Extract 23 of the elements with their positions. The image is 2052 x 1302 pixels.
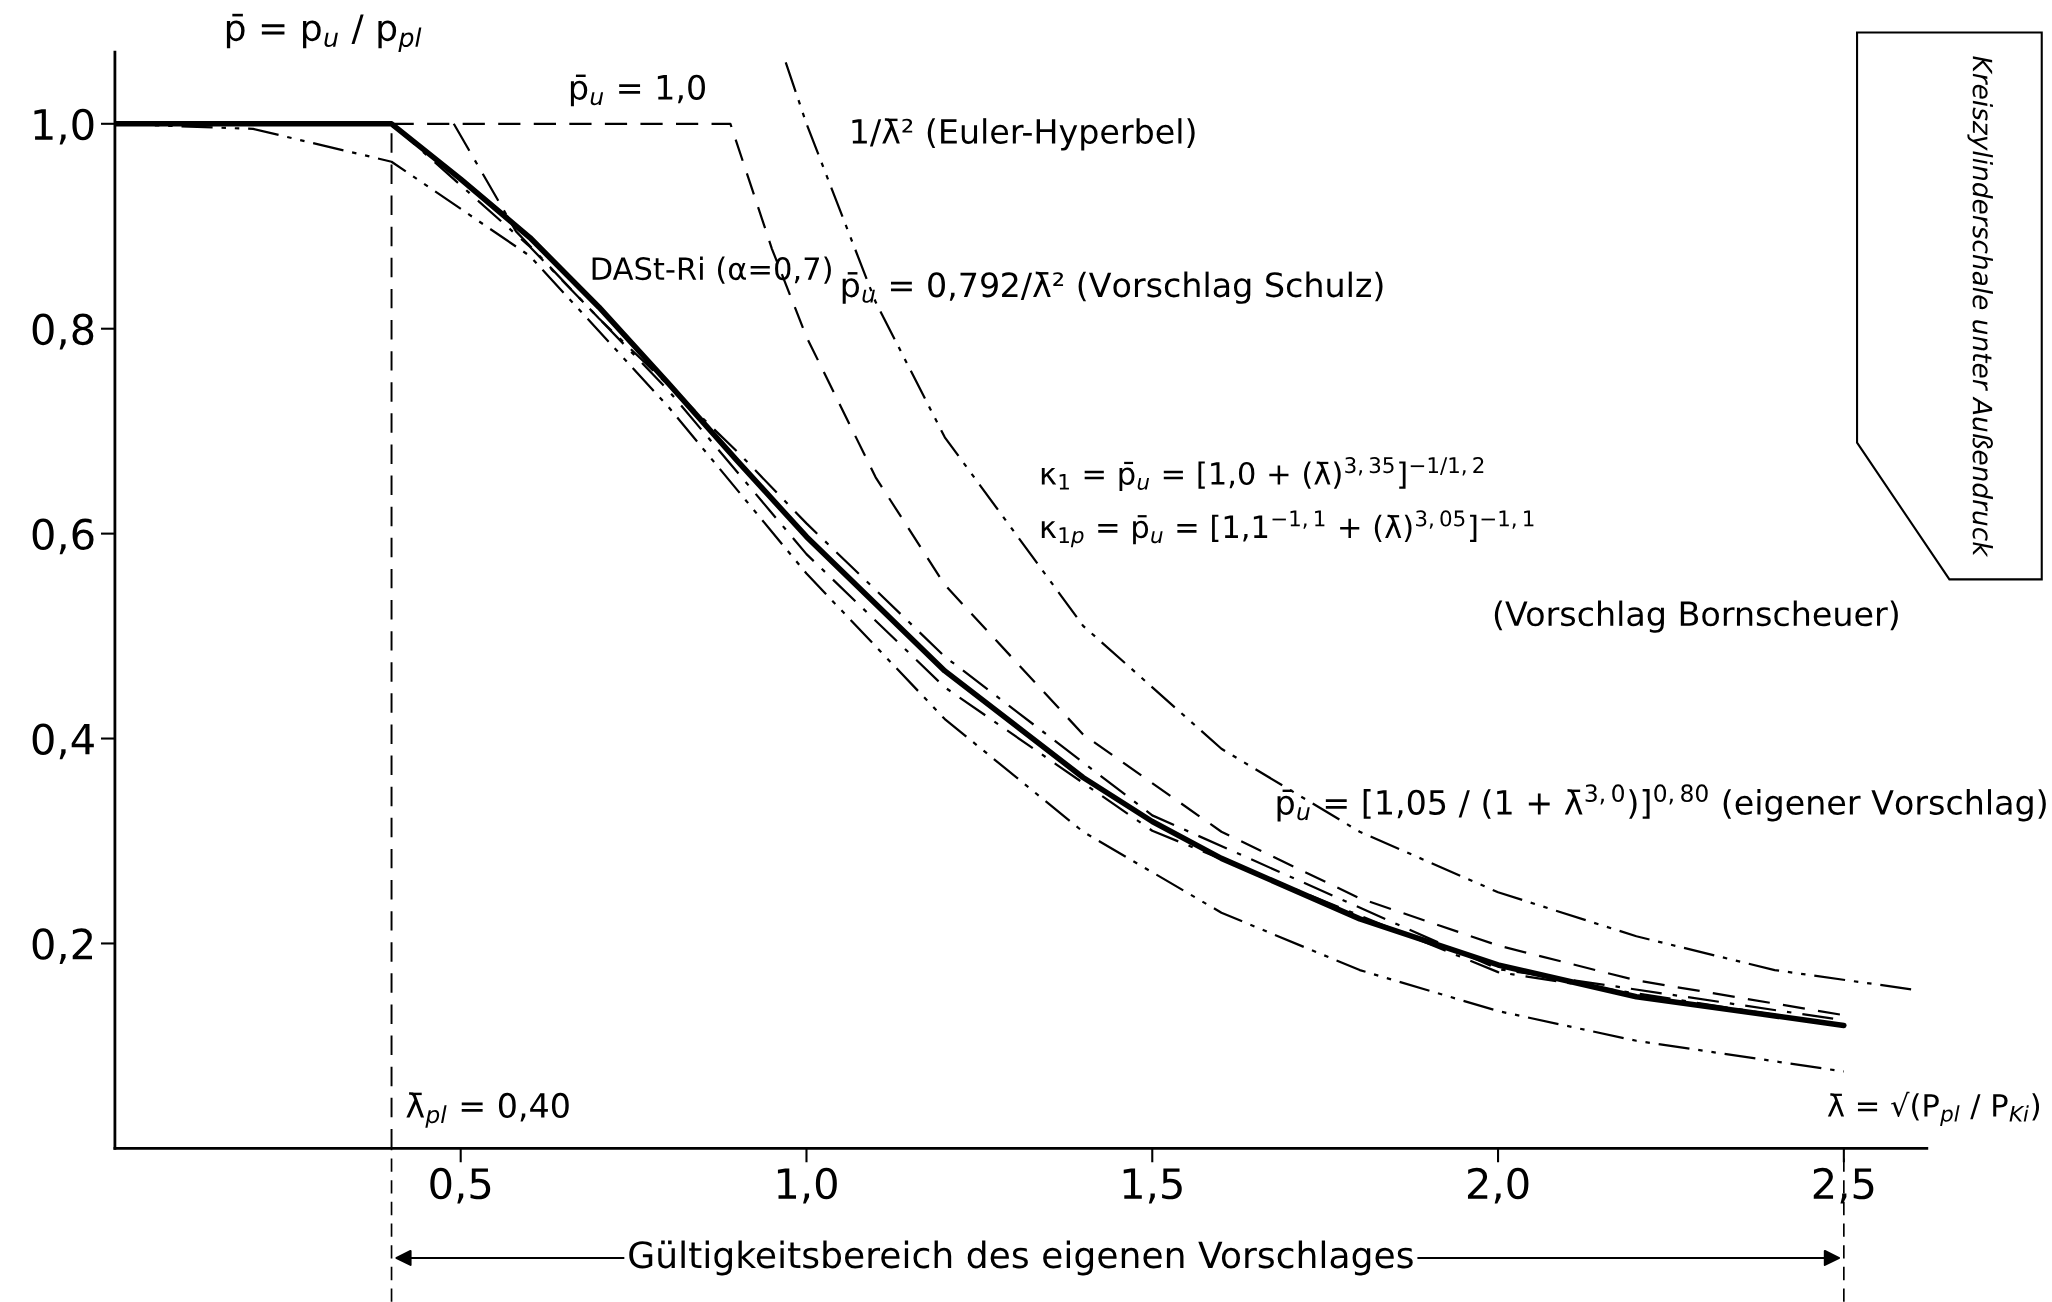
ref-line-label: λ̄$_{pl}$ = 0,40 — [406, 1092, 569, 1128]
x-tick-label: 2,0 — [1467, 1167, 1529, 1204]
annotation: 1/λ̄² (Euler-Hyperbel) — [852, 118, 1195, 151]
x-axis-title: λ̄ = √(P$_{pl}$ / P$_{Ki}$) — [1827, 1091, 2040, 1126]
annotation: DASt-Ri (α=0,7) — [592, 256, 831, 284]
y-tick-label: 0,6 — [32, 518, 94, 555]
text: κ$_{1p}$ = p̄$_{u}$ = [1,1$^{−1,1}$ + (λ̄)$^{3,05}$]$^{−1,1}$ — [1041, 510, 1534, 548]
annotation: (Vorschlag Bornscheuer) — [1494, 600, 1898, 633]
y-axis-title: p̄ = p$_{u}$ / p$_{pl}$ — [226, 13, 422, 52]
annotation: p̄$_{u}$ = 1,0 — [570, 74, 705, 107]
annotation: p̄$_{u}$ = 0,792/λ̄² (Vorschlag Schulz) — [842, 271, 1383, 304]
annotation: κ$_{1}$ = p̄$_{u}$ = [1,0 + (λ̄)$^{3,35}$]$^{−1/1,2}$ — [1041, 457, 1484, 491]
x-tick-label: 0,5 — [430, 1167, 491, 1204]
y-tick-label: 0,2 — [32, 928, 92, 965]
x-tick-label: 1,0 — [777, 1167, 837, 1204]
x-tick-label: 1,5 — [1123, 1168, 1182, 1204]
y-tick-label: 0,4 — [32, 723, 94, 760]
y-tick-label: 0,8 — [32, 313, 94, 350]
text: Gültigkeitsbereich des eigenen Vorschlages — [629, 1240, 1413, 1276]
text: Kreiszylinderschale unter Außendruck — [1967, 56, 1993, 558]
y-tick-label: 1,0 — [34, 108, 94, 145]
annotation: p̄$_{u}$ = [1,05 / (1 + λ̄$^{3,0}$)]$^{0,80}$ (eigener Vorschlag) — [1277, 784, 2046, 822]
x-tick-label: 2,5 — [1813, 1167, 1874, 1204]
